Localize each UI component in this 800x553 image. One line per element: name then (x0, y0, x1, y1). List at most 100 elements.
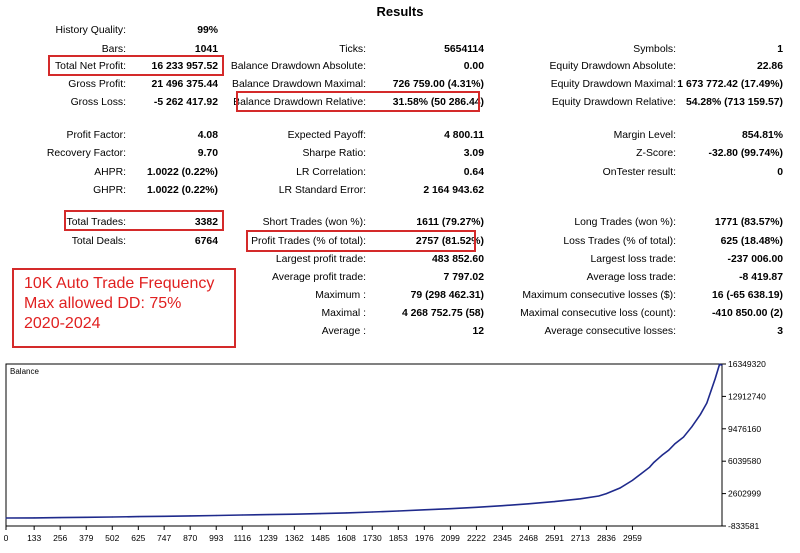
col3-value-0: 1 (777, 44, 783, 55)
note-line-2: Max allowed DD: 75% (24, 295, 182, 312)
col1-label-8: GHPR: (93, 185, 126, 196)
balance-point-12 (319, 513, 321, 515)
balance-point-6 (163, 515, 165, 517)
col2-value-6: 0.64 (463, 167, 484, 178)
x-tick-label-7: 870 (183, 533, 197, 543)
col1-label-6: Recovery Factor: (46, 148, 126, 159)
col2-label-6: LR Correlation: (296, 167, 366, 178)
col3-value-1: 22.86 (756, 61, 783, 72)
col3-value-11: 16 (-65 638.19) (711, 290, 783, 301)
col2-value-1: 0.00 (463, 61, 484, 72)
balance-point-18 (475, 506, 478, 508)
balance-point-30 (657, 458, 659, 460)
x-tick-label-2: 256 (53, 533, 67, 543)
col3-label-10: Average loss trade: (586, 272, 676, 283)
col2-value-5: 3.09 (463, 148, 484, 159)
col1-label-5: Profit Factor: (66, 130, 126, 141)
col3-value-6: 0 (777, 167, 783, 178)
col2-label-12: Maximum : (315, 290, 366, 301)
x-tick-label-24: 2959 (623, 533, 642, 543)
col2-label-10: Largest profit trade: (275, 254, 366, 265)
balance-point-2 (59, 516, 61, 519)
balance-chart: Balance 16349320 12912740 9476160 6039580 260… (4, 359, 796, 550)
col3-label-13: Average consecutive losses: (544, 326, 677, 337)
x-tick-label-20: 2468 (519, 533, 538, 543)
x-tick-label-5: 625 (131, 533, 145, 543)
x-tick-label-8: 993 (209, 533, 223, 543)
balance-point-33 (674, 443, 676, 445)
col3-value-4: 854.81% (741, 130, 783, 141)
highlight-total-net-profit (48, 55, 224, 76)
col3-label-12: Maximal consecutive loss (count): (520, 308, 676, 319)
balance-point-37 (706, 402, 708, 404)
col2-value-9: 2757 (81.52%) (415, 236, 484, 247)
col2-value-8: 1611 (79.27%) (416, 217, 484, 228)
balance-chart-svg: Balance 16349320 12912740 9476160 6039580 260… (4, 359, 766, 543)
x-tick-label-22: 2713 (571, 533, 590, 543)
col1-label-2: Total Net Profit: (54, 61, 126, 72)
col3-label-4: Margin Level: (613, 130, 676, 141)
col2-value-7: 2 164 943.62 (423, 185, 484, 196)
col2-value-3: 31.58% (50 286.44) (392, 97, 484, 108)
col2-label-3: Balance Drawdown Relative: (233, 97, 366, 108)
col2-value-13: 4 268 752.75 (58) (401, 308, 484, 319)
y-tick-label-0: 16349320 (728, 360, 766, 369)
x-tick-label-18: 2222 (467, 533, 486, 543)
col1-value-1: 1041 (194, 44, 218, 55)
col2-label-14: Average : (321, 326, 366, 337)
x-tick-label-0: 0 (4, 533, 9, 543)
col2-label-0: Ticks: (339, 44, 366, 55)
col2-value-0: 5654114 (444, 44, 484, 55)
col3-value-5: -32.80 (99.74%) (708, 148, 783, 159)
col2-label-8: Short Trades (won %): (262, 217, 366, 228)
col2-label-4: Expected Payoff: (287, 130, 366, 141)
x-tick-label-3: 379 (79, 533, 93, 543)
x-tick-label-15: 1853 (389, 533, 408, 543)
y-tick-label-1: 12912740 (728, 391, 766, 401)
col2-label-2: Balance Drawdown Maximal: (232, 79, 366, 90)
x-tick-label-9: 1116 (233, 533, 251, 543)
x-tick-label-16: 1976 (415, 533, 434, 543)
balance-point-27 (640, 473, 642, 475)
col3-label-0: Symbols: (633, 44, 676, 55)
note-line-3: 2020-2024 (24, 315, 101, 332)
balance-point-9 (241, 514, 243, 516)
y-tick-label-5: -833581 (728, 521, 759, 531)
col3-label-1: Equity Drawdown Absolute: (549, 61, 677, 72)
x-tick-label-10: 1239 (259, 533, 278, 543)
balance-point-20 (527, 503, 530, 505)
balance-point-21 (553, 501, 556, 503)
note-line-1: 10K Auto Trade Frequency (24, 275, 215, 292)
col2-label-7: LR Standard Error: (278, 185, 366, 196)
x-tick-label-13: 1608 (337, 533, 356, 543)
balance-point-17 (449, 508, 451, 510)
col3-value-8: 625 (18.48%) (720, 236, 783, 247)
col1-value-9: 3382 (194, 217, 218, 228)
col3-label-5: Z-Score: (636, 148, 676, 159)
col3-label-9: Largest loss trade: (590, 254, 676, 265)
col1-value-4: -5 262 417.92 (153, 97, 218, 108)
col2-value-14: 12 (472, 326, 484, 337)
x-tick-label-17: 2099 (441, 533, 460, 543)
col1-label-10: Total Deals: (71, 236, 126, 247)
chart-title: Balance (10, 367, 39, 376)
x-tick-label-23: 2836 (597, 533, 616, 543)
col2-value-4: 4 800.11 (444, 130, 484, 141)
col2-label-5: Sharpe Ratio: (302, 148, 366, 159)
balance-point-40 (718, 363, 721, 366)
col1-label-7: AHPR: (94, 167, 126, 178)
col3-label-8: Loss Trades (% of total): (563, 236, 676, 247)
x-tick-label-12: 1485 (311, 533, 330, 543)
balance-point-25 (619, 487, 621, 489)
balance-point-15 (397, 510, 399, 512)
col3-label-6: OnTester result: (602, 167, 676, 178)
y-tick-label-2: 9476160 (728, 424, 761, 434)
balance-point-19 (501, 505, 504, 507)
balance-point-13 (345, 512, 348, 514)
balance-point-29 (653, 461, 655, 464)
balance-point-10 (267, 513, 269, 516)
col3-value-3: 54.28% (713 159.57) (685, 97, 783, 108)
col2-label-1: Balance Drawdown Absolute: (230, 61, 366, 72)
col3-value-9: -237 006.00 (727, 254, 783, 265)
col1-value-0: 99% (197, 25, 218, 36)
